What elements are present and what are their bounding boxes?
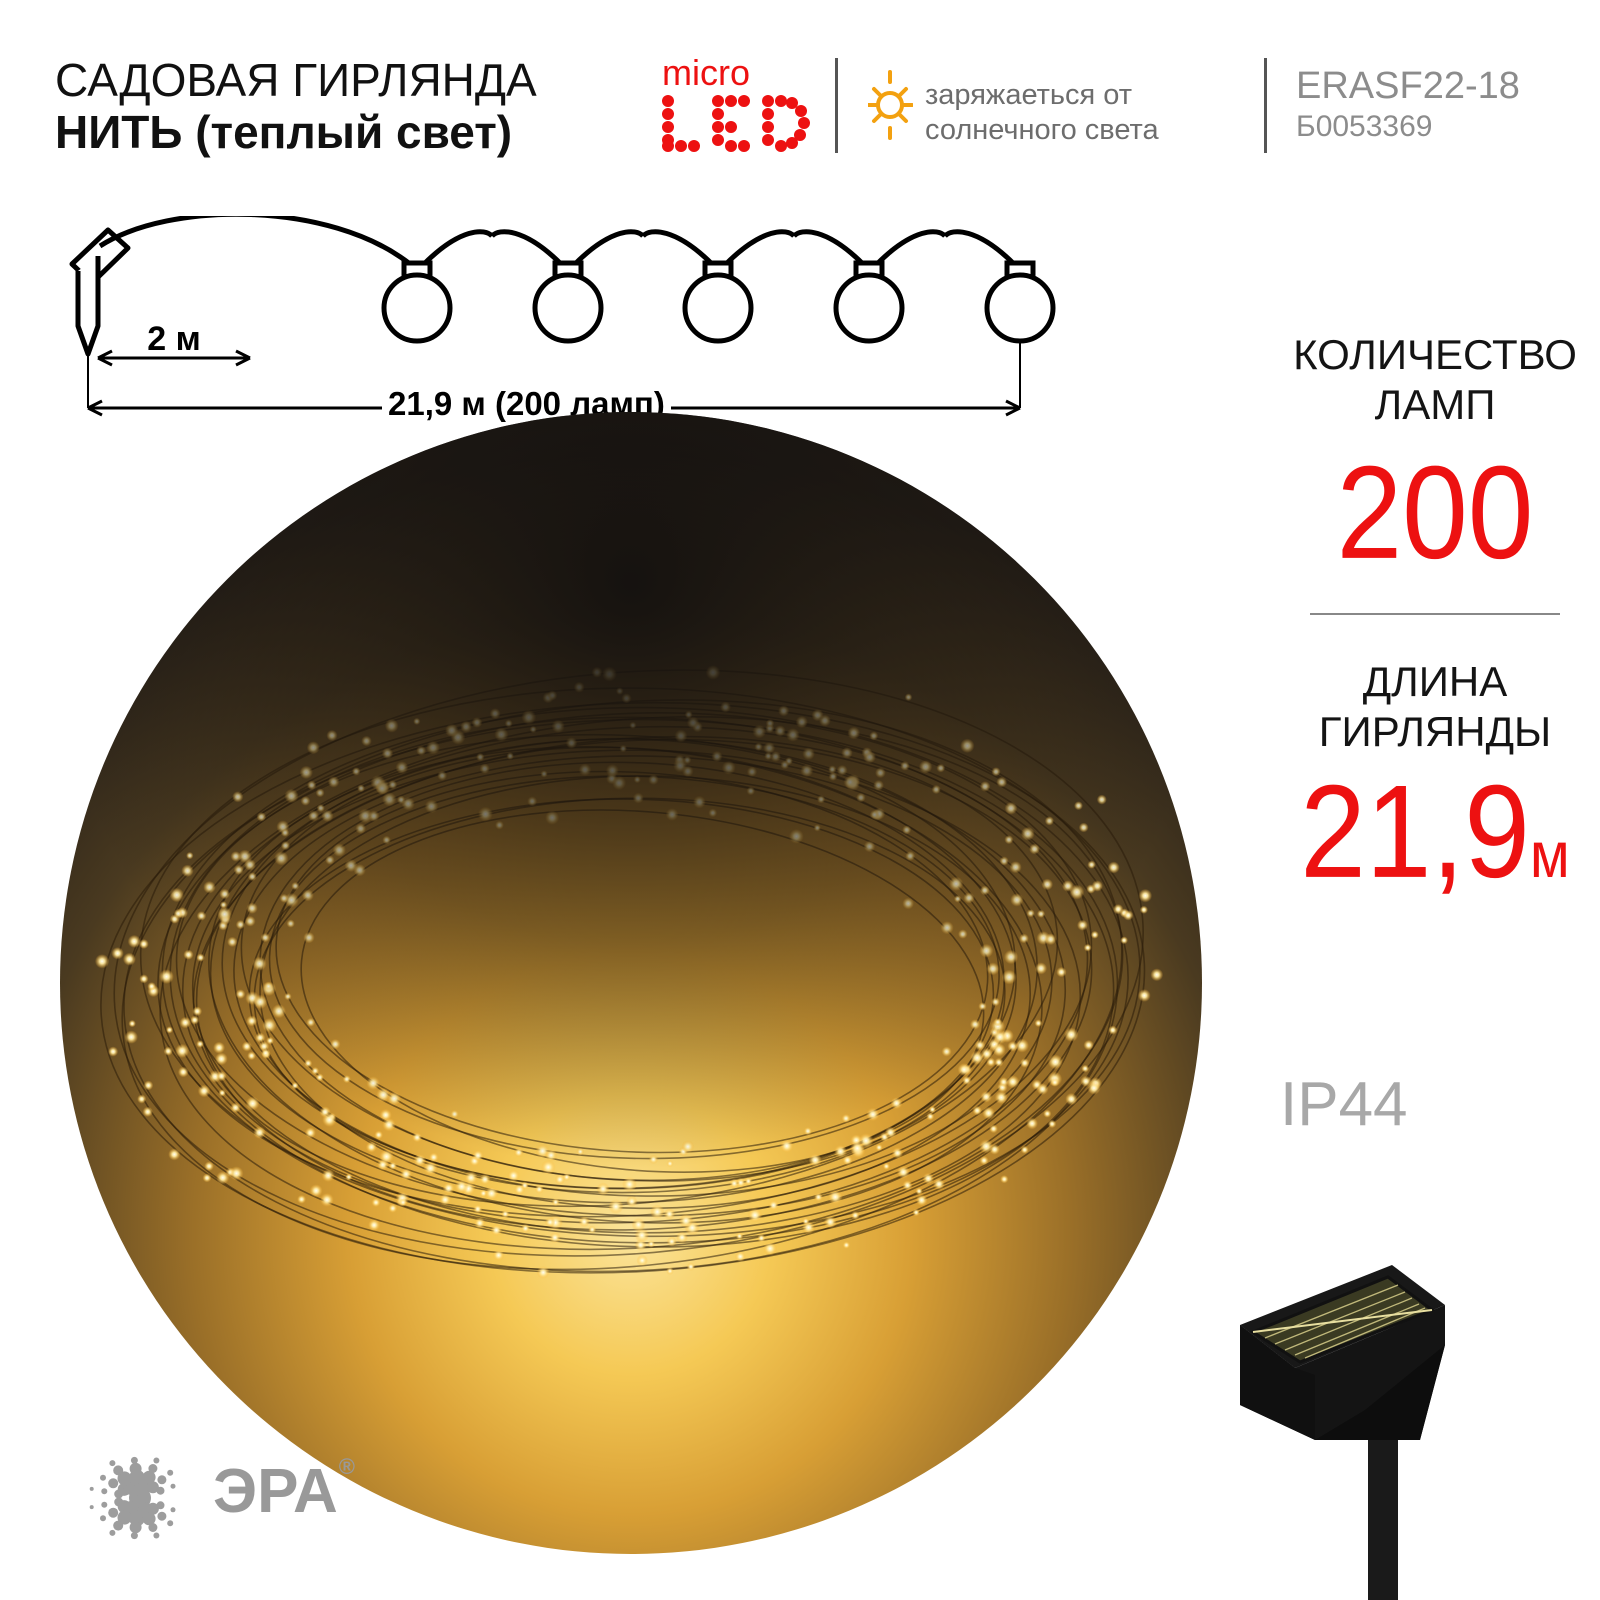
svg-text:2 м: 2 м xyxy=(147,320,201,358)
